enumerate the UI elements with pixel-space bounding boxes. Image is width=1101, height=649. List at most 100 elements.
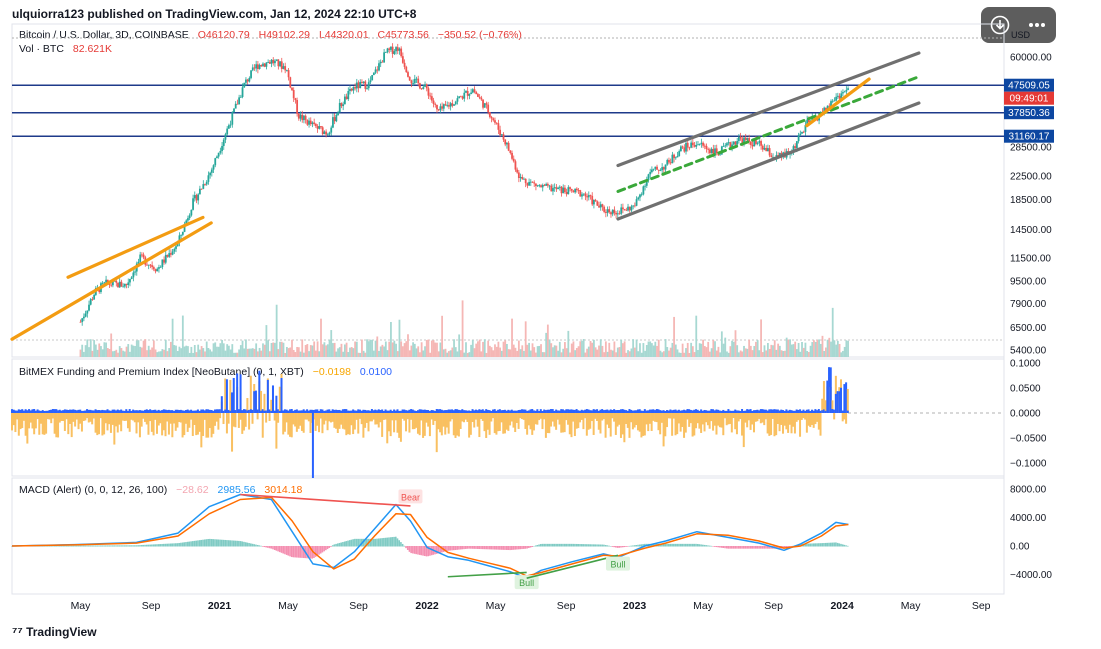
candle-body <box>444 104 447 106</box>
macd-hist-bar <box>420 546 423 556</box>
candle-body <box>268 62 271 64</box>
funding-bar <box>210 409 213 413</box>
more-button[interactable] <box>1018 7 1055 43</box>
macd-hist-bar <box>396 538 399 547</box>
volume-bar <box>241 340 244 357</box>
candle-body <box>584 193 587 197</box>
macd-hist-bar <box>449 546 452 551</box>
volume-bar <box>598 345 600 357</box>
premium-bar <box>60 413 63 421</box>
macd-hist-bar <box>142 544 145 547</box>
volume-bar <box>291 339 293 357</box>
volume-bar <box>683 352 686 357</box>
candle-body <box>582 193 585 195</box>
candle-body <box>117 282 119 288</box>
volume-bar <box>355 341 358 357</box>
candle-body <box>217 152 220 157</box>
candle-body <box>205 181 208 185</box>
premium-bar <box>84 413 87 421</box>
macd-hist-bar <box>481 546 484 550</box>
volume-bar <box>642 343 645 357</box>
premium-bar <box>439 413 442 433</box>
volume-bar <box>562 348 565 357</box>
candle-body <box>610 212 612 215</box>
macd-hist-bar <box>765 546 767 549</box>
volume-bar <box>639 343 641 357</box>
macd-hist-bar <box>144 544 146 547</box>
volume-bar <box>627 350 629 357</box>
candle-body <box>709 149 711 154</box>
candle-body <box>354 86 357 89</box>
premium-bar <box>164 413 167 437</box>
macd-hist-bar <box>62 545 64 547</box>
volume-bar <box>818 339 820 357</box>
candle-body <box>715 148 718 154</box>
funding-bar <box>650 409 653 413</box>
candle-body <box>514 161 517 170</box>
funding-bar <box>423 409 426 413</box>
macd-hist-bar <box>444 546 447 552</box>
premium-bar <box>481 413 484 421</box>
funding-bar <box>142 410 145 413</box>
funding-bar <box>647 410 650 413</box>
macd-hist-bar <box>446 546 448 552</box>
volume-bar <box>821 335 824 357</box>
price-tick-label: 9500.00 <box>1010 277 1047 288</box>
premium-bar <box>208 413 211 429</box>
macd-hist-bar <box>644 543 646 547</box>
volume-bar <box>294 352 297 357</box>
funding-bar <box>703 409 706 413</box>
macd-hist-bar <box>811 543 813 547</box>
candle-body <box>449 103 452 107</box>
macd-hist-bar <box>183 542 186 547</box>
volume-bar <box>599 339 602 357</box>
funding-bar <box>780 409 783 413</box>
volume-bar <box>690 342 693 357</box>
macd-hist-bar <box>239 541 242 547</box>
premium-bar <box>45 413 48 434</box>
macd-hist-bar <box>502 546 505 550</box>
premium-bar <box>86 413 89 419</box>
premium-bar <box>739 413 742 420</box>
macd-hist-bar <box>384 537 387 547</box>
funding-bar <box>26 410 29 413</box>
candle-body <box>190 209 193 216</box>
macd-hist-bar <box>76 545 78 547</box>
candle-body <box>693 145 696 147</box>
funding-bar <box>550 409 553 413</box>
candle-body <box>451 103 454 106</box>
volume-bar <box>151 347 154 357</box>
macd-hist-bar <box>348 540 351 547</box>
candle-body <box>393 51 396 54</box>
premium-bar <box>573 413 576 437</box>
chart-canvas[interactable]: 60000.0047509.0537850.3631160.1728500.00… <box>0 0 1101 620</box>
premium-bar <box>213 413 216 426</box>
funding-bar <box>770 409 773 413</box>
candle-body <box>562 187 565 194</box>
candle-body <box>229 124 232 126</box>
premium-bar <box>483 413 486 432</box>
candle-body <box>337 112 339 115</box>
macd-hist-bar <box>710 545 713 547</box>
premium-bar <box>123 413 126 421</box>
funding-tick-label: 0.0500 <box>1010 384 1041 395</box>
premium-bar <box>282 413 285 435</box>
volume-bar <box>221 339 223 357</box>
macd-hist-bar <box>522 546 525 549</box>
trend-line-orange-short <box>805 77 871 128</box>
macd-hist-bar <box>497 546 499 550</box>
volume-bar <box>429 352 432 357</box>
macd-hist-bar <box>534 545 537 547</box>
macd-hist-bar <box>454 546 457 550</box>
macd-hist-bar <box>789 546 791 548</box>
premium-bar <box>683 413 686 438</box>
macd-hist-bar <box>354 538 356 547</box>
funding-bar <box>833 409 836 413</box>
funding-bar <box>326 409 329 413</box>
time-axis-label: May <box>901 600 922 612</box>
funding-bar <box>236 373 239 413</box>
macd-hist-bar <box>819 543 822 547</box>
premium-bar <box>822 381 825 413</box>
volume-bar <box>645 345 648 357</box>
candle-body <box>838 95 841 99</box>
